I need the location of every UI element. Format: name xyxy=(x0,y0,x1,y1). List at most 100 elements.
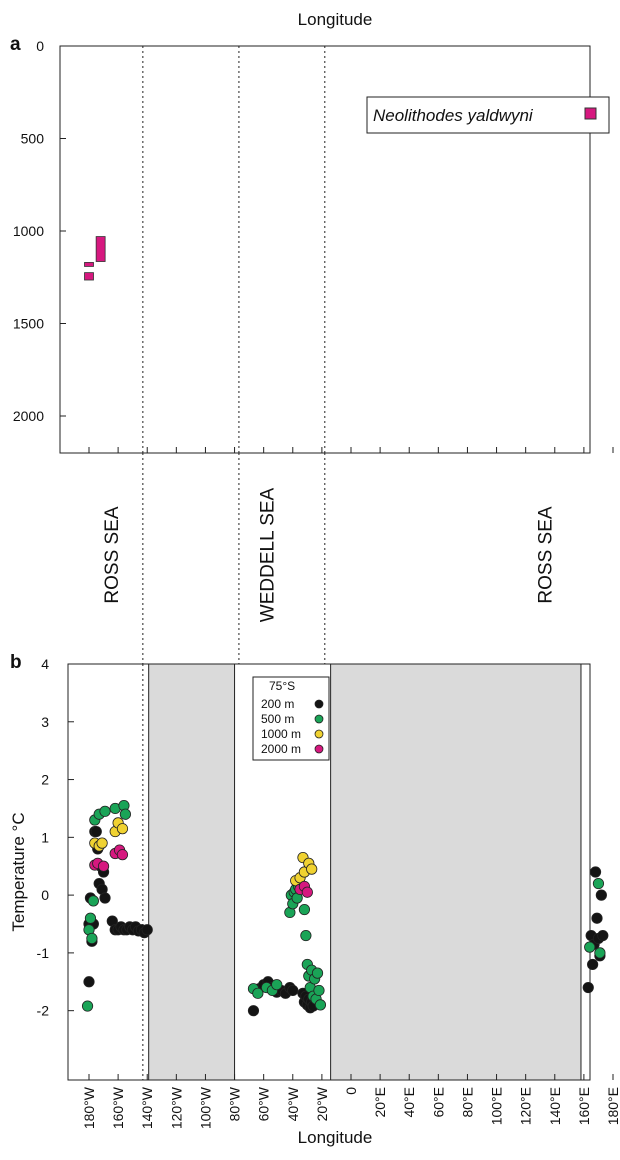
panel-b-shaded-ranges xyxy=(148,663,582,1081)
panel-b-xtick-label: 120°W xyxy=(168,1086,184,1129)
data-point xyxy=(314,999,327,1011)
panel-a-x-ticks xyxy=(88,447,614,453)
data-point xyxy=(306,863,318,875)
panel-a-marks xyxy=(84,236,106,281)
data-point xyxy=(97,860,110,872)
data-point xyxy=(81,1000,94,1012)
panel-a: Longitude a 0 500 1000 1500 2000 Neolithodes… xyxy=(10,10,614,454)
data-point xyxy=(141,924,153,936)
panel-a-legend: Neolithodes yaldwyni xyxy=(366,96,610,134)
panel-b-ytick-label: -1 xyxy=(37,945,50,961)
panel-b-xtick-label: 40°W xyxy=(285,1086,301,1121)
panel-b-ytick-label: 0 xyxy=(41,887,49,903)
data-point xyxy=(252,987,264,999)
panel-b-xtick-label: 60°E xyxy=(430,1087,446,1118)
shaded-range xyxy=(148,663,236,1081)
data-point xyxy=(99,892,111,904)
data-point xyxy=(301,886,313,898)
region-labels: ROSS SEA WEDDELL SEA ROSS SEA xyxy=(102,487,557,622)
shaded-range xyxy=(330,663,582,1081)
panel-b-legend-title: 75°S xyxy=(269,679,295,693)
data-point xyxy=(86,932,98,945)
panel-b-xtick-label: 40°E xyxy=(401,1087,417,1118)
panel-b-ytick-label: 3 xyxy=(41,714,49,730)
panel-b-ytick-label: 2 xyxy=(41,772,49,788)
panel-b-xtick-label: 60°W xyxy=(256,1086,272,1121)
panel-b-x-ticks: 180°W 160°W 140°W 120°W 100°W 80°W 60°W 40°W 20°… xyxy=(81,1074,620,1129)
depth-range-bar xyxy=(95,236,106,262)
region-label: ROSS SEA xyxy=(536,506,557,603)
data-point xyxy=(591,912,603,924)
panel-b-legend-swatch xyxy=(314,714,324,724)
depth-range-bar xyxy=(84,272,94,281)
panel-a-title: Longitude xyxy=(298,10,373,29)
data-point xyxy=(90,825,102,838)
panel-b-legend-label: 200 m xyxy=(261,697,294,711)
data-point xyxy=(298,903,311,916)
panel-b-y-axis-label: Temperature °C xyxy=(9,812,28,931)
panel-b-xtick-label: 20°W xyxy=(314,1086,330,1121)
panel-b-xtick-label: 180°E xyxy=(605,1087,620,1125)
panel-b-xtick-label: 80°E xyxy=(459,1087,475,1118)
panel-a-ytick-label: 1500 xyxy=(13,316,44,332)
data-point xyxy=(99,805,111,817)
panel-b-legend-label: 500 m xyxy=(261,712,294,726)
panel-a-legend-box xyxy=(366,96,610,134)
panel-b-xtick-label: 140°W xyxy=(139,1086,155,1129)
panel-b-xtick-label: 20°E xyxy=(372,1087,388,1118)
data-point xyxy=(587,958,599,971)
panel-b-x-axis-label: Longitude xyxy=(298,1128,373,1147)
region-label: WEDDELL SEA xyxy=(258,487,279,622)
panel-b-ytick-label: 4 xyxy=(41,656,49,672)
data-point xyxy=(271,979,283,991)
data-point xyxy=(594,947,606,959)
panel-b-xtick-label: 0 xyxy=(343,1087,359,1095)
data-point xyxy=(311,967,324,979)
panel-a-legend-label: Neolithodes yaldwyni xyxy=(373,106,534,125)
panel-b-xtick-label: 160°W xyxy=(110,1086,126,1129)
panel-a-ytick-label: 1000 xyxy=(13,223,44,239)
panel-a-ytick-label: 2000 xyxy=(13,408,44,424)
data-point xyxy=(247,1005,260,1017)
panel-b-xtick-label: 120°E xyxy=(518,1087,534,1125)
panel-b-ytick-label: -2 xyxy=(37,1003,50,1019)
panel-b-letter: b xyxy=(10,652,22,673)
data-point xyxy=(313,984,325,997)
data-point xyxy=(84,912,97,924)
data-point xyxy=(589,866,602,878)
middle-dividers xyxy=(142,453,326,664)
panel-a-ytick-label: 0 xyxy=(36,38,44,54)
panel-b-points xyxy=(81,799,609,1017)
panel-b-xtick-label: 80°W xyxy=(227,1086,243,1121)
panel-a-y-ticks: 0 500 1000 1500 2000 xyxy=(13,38,66,424)
panel-a-letter: a xyxy=(10,34,21,55)
data-point xyxy=(119,808,131,820)
data-point xyxy=(87,895,99,907)
data-point xyxy=(582,981,594,994)
panel-b-legend-swatch xyxy=(314,729,324,739)
panel-b-legend-swatch xyxy=(314,699,324,709)
data-point xyxy=(287,984,299,997)
data-point xyxy=(300,929,312,942)
region-label: ROSS SEA xyxy=(102,506,123,603)
panel-b-xtick-label: 100°W xyxy=(197,1086,213,1129)
panel-a-legend-swatch xyxy=(584,107,597,120)
data-point xyxy=(83,976,95,988)
data-point xyxy=(592,877,605,890)
data-point xyxy=(595,889,607,901)
data-point xyxy=(116,849,129,861)
data-point xyxy=(597,929,609,942)
panel-b-xtick-label: 140°E xyxy=(547,1087,563,1125)
panel-b-xtick-label: 160°E xyxy=(576,1087,592,1125)
panel-b: b -2 -1 0 1 2 3 4 180°W 160°W 140°W 120°W 100°W 80°… xyxy=(9,652,620,1147)
panel-b-ytick-label: 1 xyxy=(41,829,49,845)
data-point xyxy=(584,941,596,953)
panel-b-xtick-label: 180°W xyxy=(81,1086,97,1129)
panel-b-legend-label: 1000 m xyxy=(261,727,301,741)
data-point xyxy=(116,823,129,835)
panel-b-legend-swatch xyxy=(314,744,324,754)
panel-a-ytick-label: 500 xyxy=(21,131,45,147)
depth-range-bar xyxy=(84,262,94,267)
